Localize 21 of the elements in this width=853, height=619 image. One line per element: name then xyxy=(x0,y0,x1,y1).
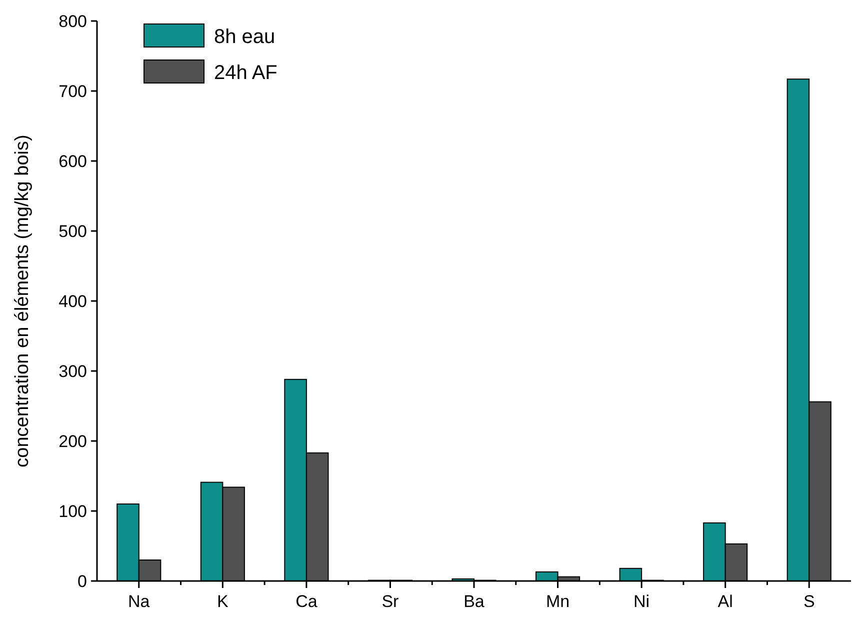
x-tick-label: Ba xyxy=(464,592,485,611)
y-tick-label: 300 xyxy=(58,362,87,381)
x-tick-label: Mn xyxy=(546,592,570,611)
y-axis-title: concentration en éléments (mg/kg bois) xyxy=(12,134,33,468)
x-tick-label: K xyxy=(216,592,229,611)
x-tick-label: Na xyxy=(128,592,150,611)
x-tick-label: Sr xyxy=(382,592,400,611)
y-tick-label: 700 xyxy=(58,82,87,101)
x-tick-label: S xyxy=(803,592,815,611)
y-tick-label: 0 xyxy=(78,572,87,591)
y-tick-label: 400 xyxy=(58,292,87,311)
x-tick-label: Ca xyxy=(296,592,318,611)
y-tick-label: 600 xyxy=(58,152,87,171)
legend-label: 8h eau xyxy=(214,26,276,48)
y-tick-label: 100 xyxy=(58,502,87,521)
y-tick-label: 500 xyxy=(58,222,87,241)
y-tick-label: 800 xyxy=(58,12,87,31)
x-tick-label: Al xyxy=(718,592,733,611)
legend-label: 24h AF xyxy=(214,62,278,84)
x-tick-label: Ni xyxy=(634,592,650,611)
y-tick-label: 200 xyxy=(58,432,87,451)
